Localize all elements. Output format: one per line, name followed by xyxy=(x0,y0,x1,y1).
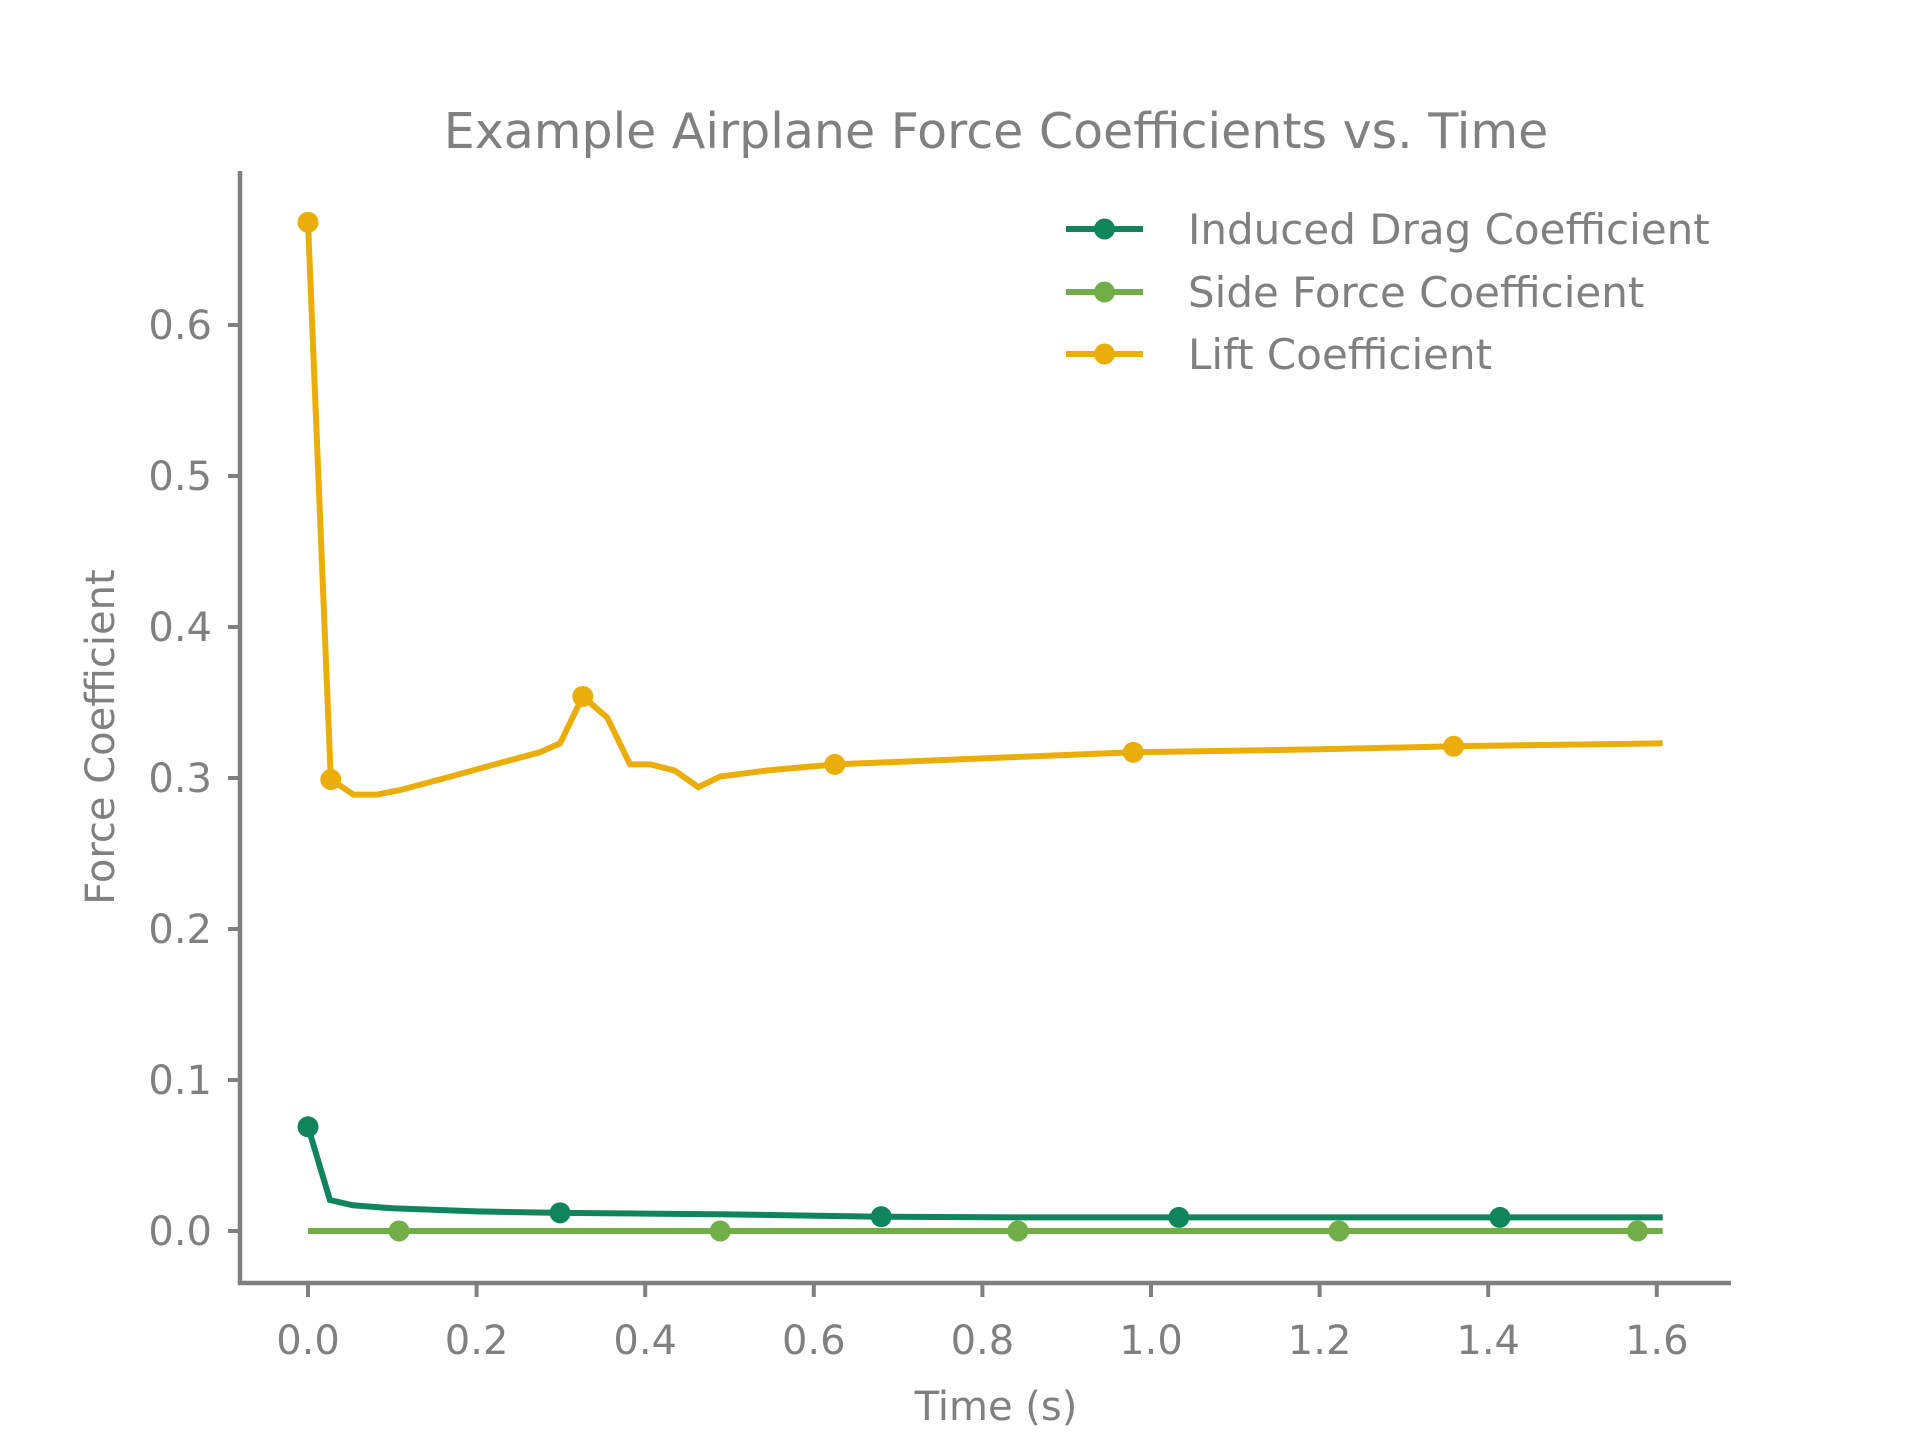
data-point-marker xyxy=(1443,735,1465,757)
series-side-force-coefficient xyxy=(308,1220,1663,1242)
legend-label: Lift Coefficient xyxy=(1188,330,1492,379)
data-point-marker xyxy=(297,1116,319,1138)
x-tick-label: 0.8 xyxy=(951,1318,1015,1364)
x-axis-label: Time (s) xyxy=(914,1384,1078,1430)
data-point-marker xyxy=(1626,1220,1648,1242)
x-tick-label: 0.0 xyxy=(276,1318,340,1364)
data-point-marker xyxy=(1007,1220,1029,1242)
chart-title: Example Airplane Force Coefficients vs. … xyxy=(444,103,1549,160)
x-tick-label: 1.6 xyxy=(1625,1318,1689,1364)
legend-item: Lift Coefficient xyxy=(1066,330,1492,379)
y-tick-label: 0.4 xyxy=(148,605,212,651)
data-point-marker xyxy=(824,753,846,775)
data-point-marker xyxy=(320,769,342,791)
y-ticks: 0.0 0.1 0.2 0.3 0.4 0.5 0.6 xyxy=(148,303,240,1255)
x-tick-label: 0.4 xyxy=(613,1318,677,1364)
y-axis: 0.0 0.1 0.2 0.3 0.4 0.5 0.6 xyxy=(148,171,243,1285)
data-point-marker xyxy=(709,1220,731,1242)
legend-marker-icon xyxy=(1094,218,1115,240)
data-point-marker xyxy=(1328,1220,1350,1242)
series-line xyxy=(305,1125,1663,1221)
y-tick-label: 0.2 xyxy=(148,907,212,953)
series-line xyxy=(305,222,1663,798)
data-point-marker xyxy=(549,1202,571,1224)
legend-item: Side Force Coefficient xyxy=(1066,268,1644,317)
data-point-marker xyxy=(1489,1206,1511,1228)
data-point-marker xyxy=(1122,741,1144,763)
x-tick-label: 1.4 xyxy=(1456,1318,1520,1364)
y-tick-label: 0.1 xyxy=(148,1058,212,1104)
plot-series-group xyxy=(297,211,1663,1242)
y-axis-label: Force Coefficient xyxy=(78,569,124,904)
x-ticks: 0.0 0.2 0.4 0.6 0.8 1.0 1.2 1.4 1.6 xyxy=(276,1285,1689,1364)
legend-label: Side Force Coefficient xyxy=(1188,268,1644,317)
x-axis: 0.0 0.2 0.4 0.6 0.8 1.0 1.2 1.4 1.6 xyxy=(238,1280,1731,1364)
y-tick-label: 0.5 xyxy=(148,454,212,500)
data-point-marker xyxy=(870,1206,892,1228)
legend-item: Induced Drag Coefficient xyxy=(1066,205,1710,254)
series-induced-drag-coefficient xyxy=(297,1116,1663,1228)
data-point-marker xyxy=(297,211,319,233)
x-tick-label: 0.6 xyxy=(782,1318,846,1364)
data-point-marker xyxy=(1168,1206,1190,1228)
legend-label: Induced Drag Coefficient xyxy=(1188,205,1710,254)
data-point-marker xyxy=(388,1220,410,1242)
legend-marker-icon xyxy=(1094,343,1115,365)
y-tick-label: 0.0 xyxy=(148,1209,212,1255)
data-point-marker xyxy=(572,685,594,707)
x-tick-label: 0.2 xyxy=(445,1318,509,1364)
series-lift-coefficient xyxy=(297,211,1663,798)
x-tick-label: 1.0 xyxy=(1119,1318,1183,1364)
x-tick-label: 1.2 xyxy=(1288,1318,1352,1364)
y-tick-label: 0.3 xyxy=(148,756,212,802)
legend: Induced Drag Coefficient Side Force Coeff… xyxy=(1066,205,1710,379)
y-tick-label: 0.6 xyxy=(148,303,212,349)
legend-marker-icon xyxy=(1094,281,1115,303)
